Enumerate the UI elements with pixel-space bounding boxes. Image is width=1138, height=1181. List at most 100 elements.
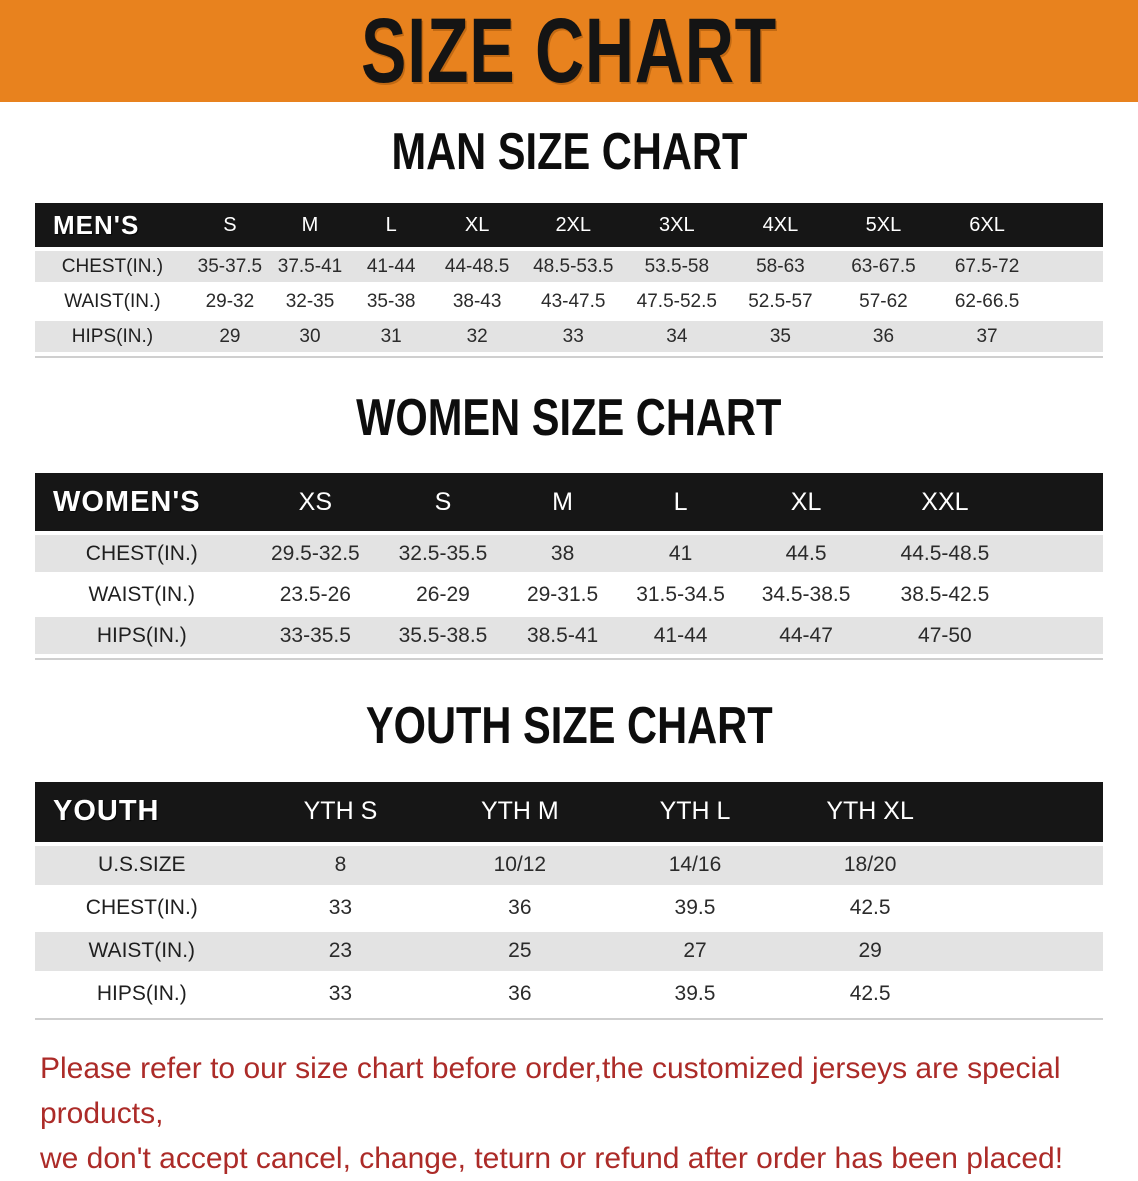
- youth-table-row: HIPS(IN.) 33 36 39.5 42.5: [35, 974, 1103, 1014]
- women-cell: 38: [550, 541, 575, 565]
- women-cell: 35.5-38.5: [398, 623, 488, 647]
- men-row-spacer: [1039, 251, 1103, 282]
- men-column-6xl: 6XL: [935, 203, 1039, 248]
- women-row-spacer: [1018, 576, 1103, 613]
- women-cell: 23.5-26: [279, 582, 351, 606]
- youth-cell: 39.5: [674, 982, 716, 1006]
- women-row-label: HIPS(IN.): [96, 623, 187, 647]
- men-row-label: CHEST(IN.): [61, 255, 164, 277]
- youth-section: YOUTH SIZE CHART YOUTH YTH S YTH M YTH L YTH…: [35, 660, 1103, 1020]
- youth-column-yth-xl: YTH XL: [782, 781, 958, 842]
- women-column-xs: XS: [248, 473, 383, 532]
- women-column-xl: XL: [739, 473, 873, 532]
- women-cell: 44.5: [785, 541, 827, 565]
- men-cell: 67.5-72: [954, 255, 1020, 277]
- men-cell: 47.5-52.5: [636, 290, 717, 312]
- women-cell: 29.5-32.5: [270, 541, 360, 565]
- men-cell: 57-62: [859, 290, 908, 312]
- youth-cell: 33: [328, 896, 353, 920]
- women-column-s: S: [382, 473, 504, 532]
- youth-column-yth-s: YTH S: [248, 781, 433, 842]
- women-table-row: HIPS(IN.) 33-35.5 35.5-38.5 38.5-41 41-44 44-…: [35, 617, 1103, 655]
- women-cell: 34.5-38.5: [761, 582, 851, 606]
- youth-cell: 36: [508, 982, 532, 1006]
- youth-row-label: U.S.SIZE: [98, 853, 186, 877]
- women-cell: 33-35.5: [279, 623, 351, 647]
- women-cell: 31.5-34.5: [636, 582, 725, 606]
- women-section-title: WOMEN SIZE CHART: [35, 358, 1103, 469]
- men-table-row: CHEST(IN.) 35-37.5 37.5-41 41-44 44-48.5 48.5…: [35, 251, 1103, 283]
- men-cell: 43-47.5: [541, 290, 606, 312]
- women-cell: 26-29: [416, 582, 470, 606]
- youth-group-label: YOUTH: [35, 781, 249, 842]
- men-cell: 41-44: [366, 255, 416, 277]
- youth-cell: 25: [508, 939, 532, 963]
- youth-cell: 42.5: [849, 896, 891, 920]
- men-section: MAN SIZE CHART MEN'S S M L XL 2XL 3XL 4XL 5XL 6XL…: [35, 102, 1103, 359]
- men-cell: 37.5-41: [277, 255, 343, 277]
- men-column-xl: XL: [432, 203, 522, 248]
- women-group-label: WOMEN'S: [35, 473, 249, 532]
- notice-line-1: Please refer to our size chart before or…: [40, 1051, 1061, 1130]
- men-cell: 48.5-53.5: [533, 255, 614, 277]
- women-section: WOMEN SIZE CHART WOMEN'S XS S M L XL XXL CHEST(…: [35, 358, 1103, 661]
- men-section-title: MAN SIZE CHART: [35, 102, 1103, 199]
- men-group-label: MEN'S: [35, 203, 190, 248]
- men-row-spacer: [1039, 286, 1103, 317]
- women-cell: 38.5-42.5: [900, 582, 990, 606]
- youth-row-label: CHEST(IN.): [85, 896, 198, 920]
- men-cell: 53.5-58: [644, 255, 710, 277]
- youth-row-spacer: [958, 975, 1103, 1014]
- women-header-row: WOMEN'S XS S M L XL XXL: [35, 473, 1103, 532]
- youth-column-yth-m: YTH M: [432, 781, 608, 842]
- men-column-2xl: 2XL: [521, 203, 625, 248]
- youth-column-yth-l: YTH L: [607, 781, 783, 842]
- women-section-title-text: WOMEN SIZE CHART: [356, 389, 782, 448]
- youth-cell: 23: [328, 939, 353, 963]
- youth-cell: 10/12: [493, 853, 547, 877]
- women-column-m: M: [503, 473, 622, 532]
- youth-row-spacer: [958, 846, 1103, 885]
- women-cell: 44-47: [779, 623, 833, 647]
- men-section-title-text: MAN SIZE CHART: [391, 123, 747, 181]
- men-cell: 32: [466, 325, 488, 347]
- youth-table-row: WAIST(IN.) 23 25 27 29: [35, 931, 1103, 971]
- men-row-spacer: [1039, 321, 1103, 352]
- youth-cell: 36: [508, 896, 532, 920]
- women-column-xxl: XXL: [872, 473, 1018, 532]
- women-row-label: CHEST(IN.): [85, 541, 198, 565]
- men-column-3xl: 3XL: [624, 203, 730, 248]
- men-cell: 36: [872, 325, 895, 347]
- men-row-label: WAIST(IN.): [64, 290, 161, 312]
- men-column-s: S: [189, 203, 270, 248]
- women-table-row: WAIST(IN.) 23.5-26 26-29 29-31.5 31.5-34.5 34…: [35, 576, 1103, 614]
- youth-cell: 14/16: [668, 853, 722, 877]
- women-cell: 47-50: [918, 623, 972, 647]
- men-column-m: M: [269, 203, 351, 248]
- women-cell: 41-44: [653, 623, 708, 647]
- youth-row-label: WAIST(IN.): [88, 939, 196, 963]
- men-cell: 63-67.5: [851, 255, 916, 277]
- men-cell: 52.5-57: [748, 290, 813, 312]
- men-header-row: MEN'S S M L XL 2XL 3XL 4XL 5XL 6XL: [35, 203, 1103, 248]
- men-header-spacer: [1038, 203, 1103, 248]
- men-cell: 30: [299, 325, 321, 347]
- men-cell: 58-63: [756, 255, 805, 277]
- youth-section-title: YOUTH SIZE CHART: [35, 660, 1103, 777]
- youth-cell: 29: [858, 939, 882, 963]
- youth-cell: 8: [334, 853, 347, 877]
- women-row-spacer: [1018, 617, 1103, 654]
- youth-section-title-text: YOUTH SIZE CHART: [365, 697, 773, 756]
- women-cell: 44.5-48.5: [900, 541, 990, 565]
- men-size-table: MEN'S S M L XL 2XL 3XL 4XL 5XL 6XL CHEST(IN.) 35-37…: [35, 199, 1103, 359]
- women-table-row: CHEST(IN.) 29.5-32.5 32.5-35.5 38 41 44.5 44.5…: [35, 535, 1103, 573]
- women-column-l: L: [621, 473, 740, 532]
- youth-table-row: U.S.SIZE 8 10/12 14/16 18/20: [35, 845, 1103, 885]
- youth-cell: 33: [328, 982, 353, 1006]
- youth-row-spacer: [958, 889, 1103, 928]
- men-cell: 38-43: [452, 290, 502, 312]
- men-column-l: L: [350, 203, 433, 248]
- youth-cell: 42.5: [849, 982, 891, 1006]
- men-column-5xl: 5XL: [831, 203, 936, 248]
- men-table-row: WAIST(IN.) 29-32 32-35 35-38 38-43 43-47.5 47.…: [35, 286, 1103, 318]
